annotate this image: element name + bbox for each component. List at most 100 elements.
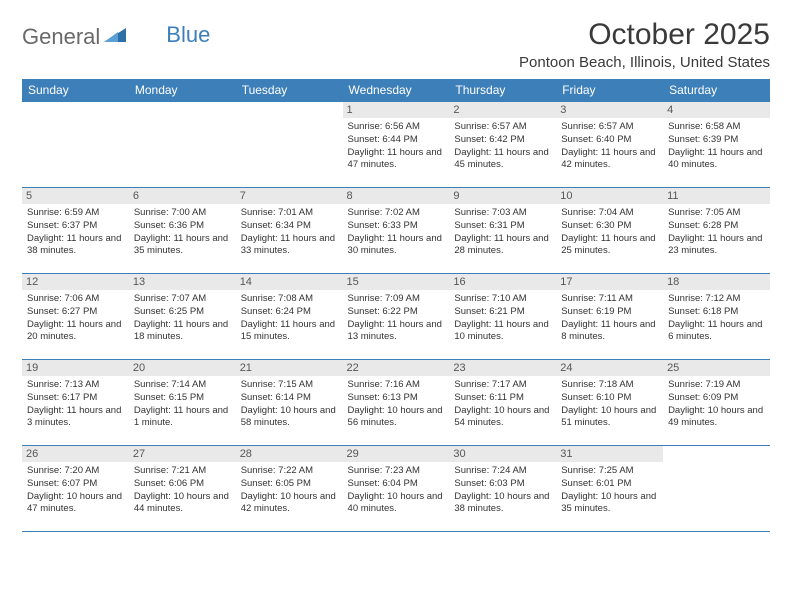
- day-number: 12: [22, 274, 129, 290]
- calendar-table: Sunday Monday Tuesday Wednesday Thursday…: [22, 79, 770, 532]
- daylight-label: Daylight: 10 hours and 56 minutes.: [348, 405, 445, 431]
- day-info: Sunrise: 6:57 AMSunset: 6:40 PMDaylight:…: [561, 121, 658, 172]
- sunset-label: Sunset: 6:17 PM: [27, 392, 124, 405]
- day-number: 25: [663, 360, 770, 376]
- calendar-day-cell: 5Sunrise: 6:59 AMSunset: 6:37 PMDaylight…: [22, 188, 129, 274]
- weekday-header-row: Sunday Monday Tuesday Wednesday Thursday…: [22, 79, 770, 102]
- sunrise-label: Sunrise: 7:06 AM: [27, 293, 124, 306]
- daylight-label: Daylight: 11 hours and 42 minutes.: [561, 147, 658, 173]
- day-info: Sunrise: 7:10 AMSunset: 6:21 PMDaylight:…: [454, 293, 551, 344]
- sunrise-label: Sunrise: 7:25 AM: [561, 465, 658, 478]
- sunset-label: Sunset: 6:07 PM: [27, 478, 124, 491]
- day-number: 13: [129, 274, 236, 290]
- daylight-label: Daylight: 11 hours and 3 minutes.: [27, 405, 124, 431]
- daylight-label: Daylight: 11 hours and 13 minutes.: [348, 319, 445, 345]
- calendar-day-cell: 26Sunrise: 7:20 AMSunset: 6:07 PMDayligh…: [22, 446, 129, 532]
- daylight-label: Daylight: 10 hours and 44 minutes.: [134, 491, 231, 517]
- day-info: Sunrise: 7:01 AMSunset: 6:34 PMDaylight:…: [241, 207, 338, 258]
- weekday-wednesday: Wednesday: [343, 79, 450, 102]
- day-info: Sunrise: 7:06 AMSunset: 6:27 PMDaylight:…: [27, 293, 124, 344]
- calendar-week-row: 26 Sunrise: 7:20 AMSunset: 6:07 PM Dayligh…: [22, 446, 770, 532]
- day-info: Sunrise: 6:57 AMSunset: 6:42 PMDaylight:…: [454, 121, 551, 172]
- header: General Blue October 2025: [22, 18, 770, 52]
- day-number: 17: [556, 274, 663, 290]
- calendar-day-cell: 13Sunrise: 7:07 AMSunset: 6:25 PMDayligh…: [129, 274, 236, 360]
- logo-mark-icon: [104, 24, 128, 50]
- sunrise-label: Sunrise: 7:14 AM: [134, 379, 231, 392]
- weekday-saturday: Saturday: [663, 79, 770, 102]
- calendar-day-cell: 18Sunrise: 7:12 AMSunset: 6:18 PMDayligh…: [663, 274, 770, 360]
- weekday-monday: Monday: [129, 79, 236, 102]
- sunrise-label: Sunrise: 7:04 AM: [561, 207, 658, 220]
- day-info: Sunrise: 7:13 AMSunset: 6:17 PMDaylight:…: [27, 379, 124, 430]
- day-number: 14: [236, 274, 343, 290]
- calendar-day-cell: 1Sunrise: 6:56 AMSunset: 6:44 PMDaylight…: [343, 102, 450, 188]
- daylight-label: Daylight: 11 hours and 1 minute.: [134, 405, 231, 431]
- daylight-label: Daylight: 11 hours and 38 minutes.: [27, 233, 124, 259]
- sunset-label: Sunset: 6:37 PM: [27, 220, 124, 233]
- sunset-label: Sunset: 6:30 PM: [561, 220, 658, 233]
- page-title: October 2025: [588, 18, 770, 52]
- sunset-label: Sunset: 6:05 PM: [241, 478, 338, 491]
- sunrise-label: Sunrise: 7:01 AM: [241, 207, 338, 220]
- calendar-day-cell: 15Sunrise: 7:09 AMSunset: 6:22 PMDayligh…: [343, 274, 450, 360]
- day-number: 29: [343, 446, 450, 462]
- sunset-label: Sunset: 6:04 PM: [348, 478, 445, 491]
- calendar-day-cell: 4Sunrise: 6:58 AMSunset: 6:39 PMDaylight…: [663, 102, 770, 188]
- sunrise-label: Sunrise: 7:03 AM: [454, 207, 551, 220]
- sunrise-label: Sunrise: 7:20 AM: [27, 465, 124, 478]
- day-number: 20: [129, 360, 236, 376]
- daylight-label: Daylight: 11 hours and 28 minutes.: [454, 233, 551, 259]
- sunrise-label: Sunrise: 7:23 AM: [348, 465, 445, 478]
- logo-text-blue: Blue: [166, 22, 210, 48]
- daylight-label: Daylight: 10 hours and 35 minutes.: [561, 491, 658, 517]
- sunset-label: Sunset: 6:21 PM: [454, 306, 551, 319]
- daylight-label: Daylight: 11 hours and 8 minutes.: [561, 319, 658, 345]
- sunset-label: Sunset: 6:13 PM: [348, 392, 445, 405]
- sunset-label: Sunset: 6:10 PM: [561, 392, 658, 405]
- sunset-label: Sunset: 6:28 PM: [668, 220, 765, 233]
- sunset-label: Sunset: 6:06 PM: [134, 478, 231, 491]
- calendar-day-cell: 22Sunrise: 7:16 AMSunset: 6:13 PMDayligh…: [343, 360, 450, 446]
- sunset-label: Sunset: 6:24 PM: [241, 306, 338, 319]
- calendar-day-cell: 9Sunrise: 7:03 AMSunset: 6:31 PMDaylight…: [449, 188, 556, 274]
- sunrise-label: Sunrise: 7:00 AM: [134, 207, 231, 220]
- sunrise-label: Sunrise: 7:15 AM: [241, 379, 338, 392]
- day-number: 1: [343, 102, 450, 118]
- day-info: Sunrise: 7:09 AMSunset: 6:22 PMDaylight:…: [348, 293, 445, 344]
- sunset-label: Sunset: 6:39 PM: [668, 134, 765, 147]
- sunrise-label: Sunrise: 7:17 AM: [454, 379, 551, 392]
- sunset-label: Sunset: 6:44 PM: [348, 134, 445, 147]
- sunset-label: Sunset: 6:31 PM: [454, 220, 551, 233]
- logo: General Blue: [22, 18, 210, 50]
- day-number: 26: [22, 446, 129, 462]
- day-info: Sunrise: 6:59 AMSunset: 6:37 PMDaylight:…: [27, 207, 124, 258]
- day-number: 11: [663, 188, 770, 204]
- day-info: Sunrise: 7:19 AMSunset: 6:09 PMDaylight:…: [668, 379, 765, 430]
- calendar-day-cell: [236, 102, 343, 188]
- sunrise-label: Sunrise: 7:09 AM: [348, 293, 445, 306]
- day-number: 6: [129, 188, 236, 204]
- sunrise-label: Sunrise: 7:12 AM: [668, 293, 765, 306]
- sunset-label: Sunset: 6:18 PM: [668, 306, 765, 319]
- calendar-day-cell: 20Sunrise: 7:14 AMSunset: 6:15 PMDayligh…: [129, 360, 236, 446]
- day-info: Sunrise: 7:12 AMSunset: 6:18 PMDaylight:…: [668, 293, 765, 344]
- daylight-label: Daylight: 11 hours and 30 minutes.: [348, 233, 445, 259]
- sunset-label: Sunset: 6:14 PM: [241, 392, 338, 405]
- day-info: Sunrise: 7:02 AMSunset: 6:33 PMDaylight:…: [348, 207, 445, 258]
- sunset-label: Sunset: 6:09 PM: [668, 392, 765, 405]
- daylight-label: Daylight: 10 hours and 49 minutes.: [668, 405, 765, 431]
- calendar-day-cell: [663, 446, 770, 532]
- day-number: 10: [556, 188, 663, 204]
- day-info: Sunrise: 6:58 AMSunset: 6:39 PMDaylight:…: [668, 121, 765, 172]
- sunset-label: Sunset: 6:40 PM: [561, 134, 658, 147]
- calendar-day-cell: 23Sunrise: 7:17 AMSunset: 6:11 PMDayligh…: [449, 360, 556, 446]
- sunset-label: Sunset: 6:34 PM: [241, 220, 338, 233]
- sunrise-label: Sunrise: 7:21 AM: [134, 465, 231, 478]
- calendar-day-cell: 30Sunrise: 7:24 AMSunset: 6:03 PMDayligh…: [449, 446, 556, 532]
- calendar-week-row: 5Sunrise: 6:59 AMSunset: 6:37 PMDaylight…: [22, 188, 770, 274]
- day-info: Sunrise: 7:18 AMSunset: 6:10 PMDaylight:…: [561, 379, 658, 430]
- day-number: 19: [22, 360, 129, 376]
- daylight-label: Daylight: 11 hours and 10 minutes.: [454, 319, 551, 345]
- day-info: Sunrise: 7:15 AMSunset: 6:14 PMDaylight:…: [241, 379, 338, 430]
